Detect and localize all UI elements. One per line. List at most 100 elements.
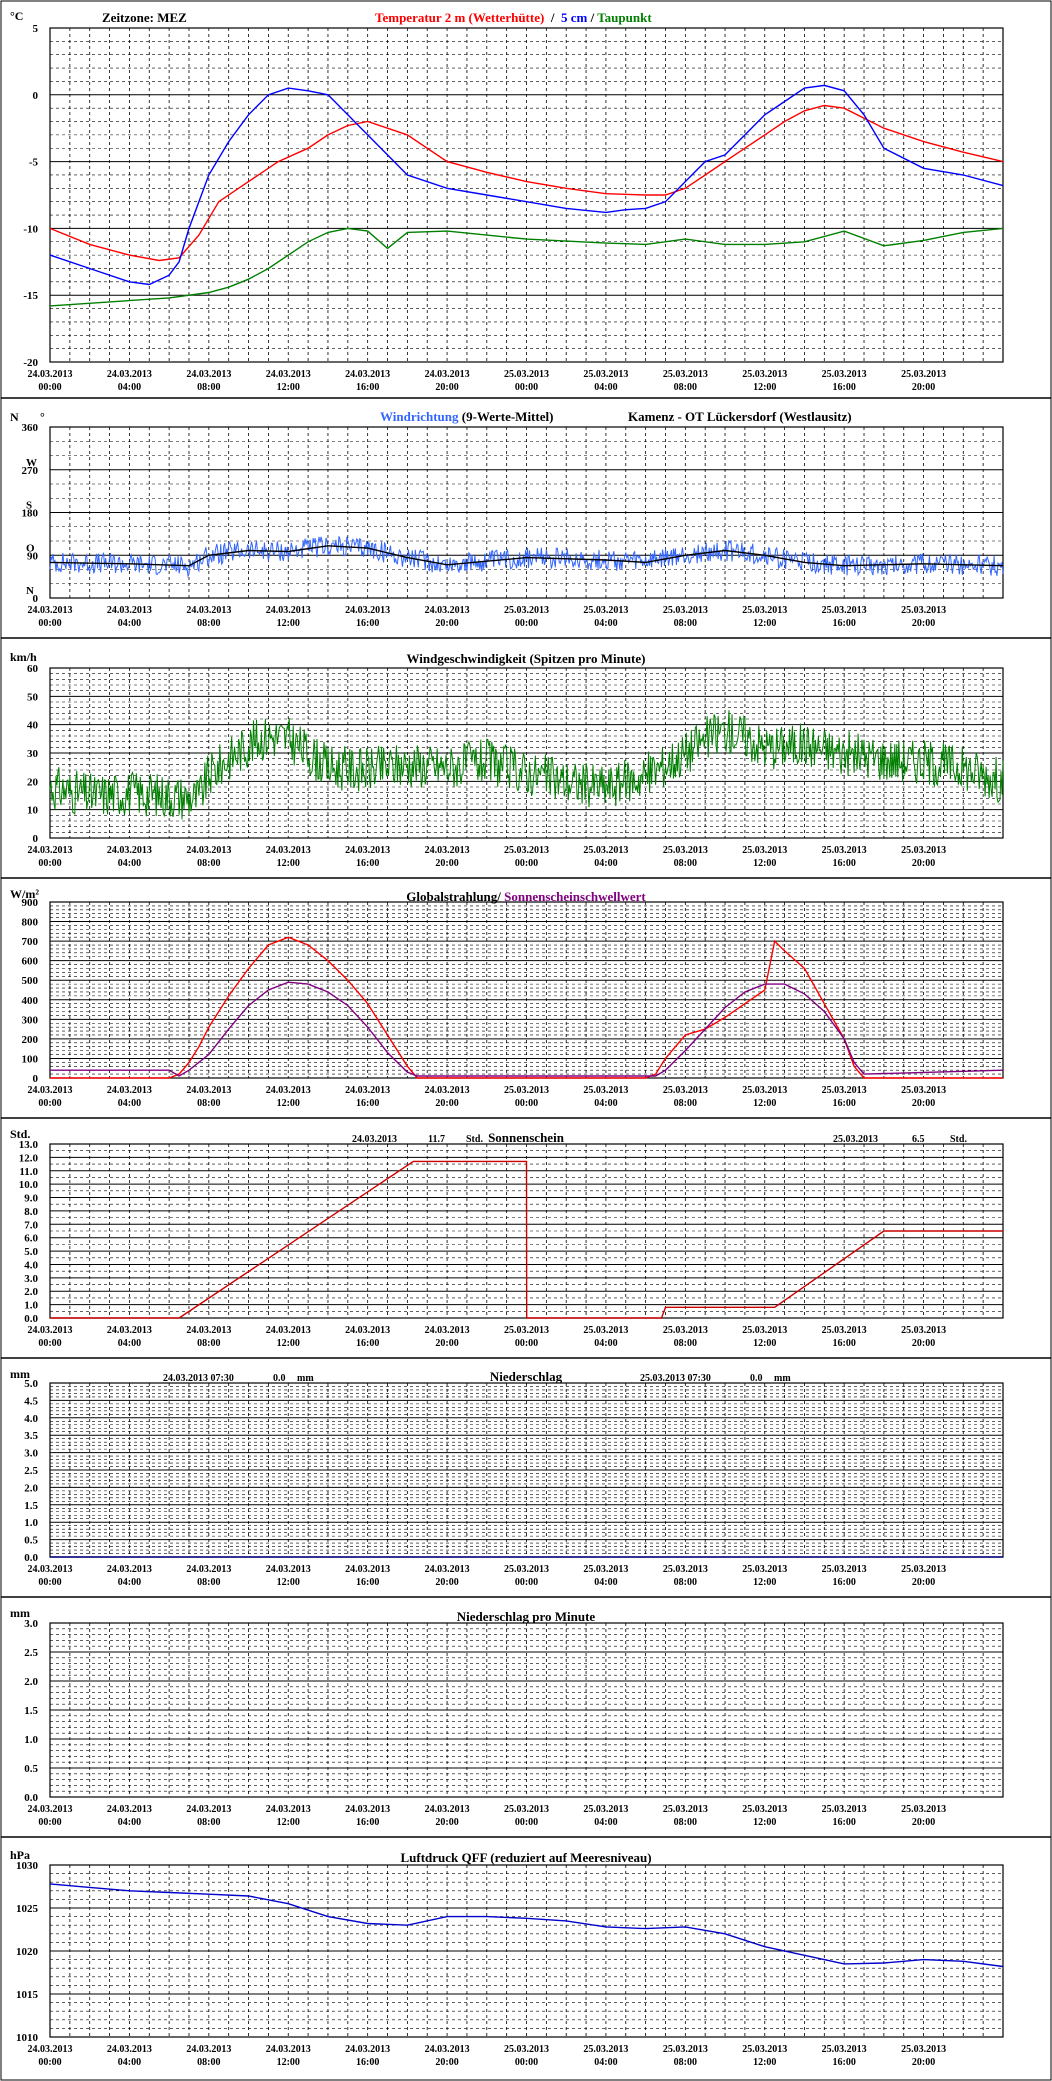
x-tick-date: 24.03.2013 xyxy=(28,1564,73,1575)
chart-title: Luftdruck QFF (reduziert auf Meeresnivea… xyxy=(400,1850,651,1865)
x-tick-labels: 24.03.2013 00:00 24.03.2013 04:00 24.03.2013… xyxy=(28,1085,947,1109)
x-tick-date: 24.03.2013 xyxy=(186,1325,231,1336)
y-tick-label: -5 xyxy=(29,157,39,169)
y-tick-label: 0 xyxy=(33,1073,39,1085)
x-tick-date: 25.03.2013 xyxy=(822,1085,867,1096)
x-tick-time: 16:00 xyxy=(356,618,379,629)
x-tick-time: 20:00 xyxy=(912,1338,935,1349)
x-tick-date: 25.03.2013 xyxy=(901,605,946,616)
x-tick-time: 08:00 xyxy=(674,618,697,629)
plot-border xyxy=(49,27,1004,363)
x-tick-date: 25.03.2013 xyxy=(822,845,867,856)
x-tick-time: 20:00 xyxy=(435,1577,458,1588)
chart-title: Niederschlag xyxy=(490,1369,563,1384)
y-tick-label: 12.0 xyxy=(19,1152,39,1164)
y-tick-label: -20 xyxy=(23,357,38,369)
x-tick-time: 04:00 xyxy=(594,1817,617,1828)
x-tick-date: 24.03.2013 xyxy=(28,2044,73,2055)
x-tick-labels: 24.03.2013 00:00 24.03.2013 04:00 24.03.2013… xyxy=(28,605,947,629)
x-tick-date: 24.03.2013 xyxy=(266,845,311,856)
direction-label: O xyxy=(26,542,35,554)
x-tick-time: 00:00 xyxy=(515,1817,538,1828)
x-tick-date: 25.03.2013 xyxy=(663,369,708,380)
x-tick-date: 24.03.2013 xyxy=(345,1804,390,1815)
x-tick-time: 16:00 xyxy=(832,382,855,393)
x-tick-date: 24.03.2013 xyxy=(266,1804,311,1815)
x-tick-time: 08:00 xyxy=(674,1817,697,1828)
x-tick-date: 25.03.2013 xyxy=(901,1564,946,1575)
x-tick-time: 12:00 xyxy=(753,1098,776,1109)
x-tick-time: 16:00 xyxy=(356,1098,379,1109)
x-tick-time: 08:00 xyxy=(197,1098,220,1109)
chart-title: Windrichtung (9-Werte-Mittel) xyxy=(380,409,553,424)
title-part: Globalstrahlung/ xyxy=(406,889,504,904)
title-part: Windrichtung xyxy=(380,409,459,424)
y-tick-label: 11.0 xyxy=(19,1166,38,1178)
x-tick-date: 24.03.2013 xyxy=(28,1085,73,1096)
x-tick-time: 04:00 xyxy=(118,1338,141,1349)
y-tick-label: 50 xyxy=(27,691,39,703)
y-tick-label: 3.5 xyxy=(24,1430,38,1442)
x-tick-time: 16:00 xyxy=(832,2057,855,2068)
y-tick-labels: 0.0 0.5 1.0 1.5 2.0 2.5 3.0 3.5 4.0 4.5 5.0 xyxy=(24,1378,38,1564)
x-tick-time: 16:00 xyxy=(832,1338,855,1349)
x-tick-time: 00:00 xyxy=(515,382,538,393)
unit-label: hPa xyxy=(10,1848,30,1862)
title-part: / xyxy=(544,10,561,25)
x-tick-date: 25.03.2013 xyxy=(822,2044,867,2055)
y-tick-label: 1.0 xyxy=(24,1734,38,1746)
x-tick-time: 16:00 xyxy=(832,618,855,629)
x-tick-date: 25.03.2013 xyxy=(742,845,787,856)
x-tick-time: 04:00 xyxy=(594,382,617,393)
unit-label: °C xyxy=(10,9,23,23)
x-tick-time: 16:00 xyxy=(356,1817,379,1828)
x-tick-date: 25.03.2013 xyxy=(583,2044,628,2055)
x-tick-date: 24.03.2013 xyxy=(107,2044,152,2055)
x-tick-labels: 24.03.2013 00:00 24.03.2013 04:00 24.03.2013… xyxy=(28,369,947,393)
y-tick-labels: 0 10 20 30 40 50 60 xyxy=(27,663,39,845)
x-tick-date: 24.03.2013 xyxy=(107,1804,152,1815)
x-tick-time: 04:00 xyxy=(118,618,141,629)
x-tick-date: 25.03.2013 xyxy=(822,1325,867,1336)
x-tick-date: 24.03.2013 xyxy=(425,1804,470,1815)
annotation-date: 25.03.2013 07:30 xyxy=(640,1373,711,1384)
y-tick-label: 9.0 xyxy=(24,1193,38,1205)
y-tick-label: -15 xyxy=(23,290,38,302)
series-taupunkt xyxy=(49,227,1004,307)
x-tick-date: 24.03.2013 xyxy=(425,605,470,616)
x-tick-date: 24.03.2013 xyxy=(266,1564,311,1575)
x-tick-time: 20:00 xyxy=(435,2057,458,2068)
x-tick-time: 04:00 xyxy=(118,382,141,393)
y-tick-label: 100 xyxy=(22,1053,39,1065)
x-tick-date: 24.03.2013 xyxy=(107,1564,152,1575)
title-part: Sonnenscheinschwellwert xyxy=(504,889,646,904)
x-tick-time: 12:00 xyxy=(753,1577,776,1588)
title-part: Taupunkt xyxy=(597,10,652,25)
x-tick-date: 24.03.2013 xyxy=(186,605,231,616)
annotation-value: 6.5 xyxy=(912,1134,925,1145)
annotation-value: 0.0 xyxy=(750,1373,763,1384)
y-tick-labels: 0 100 200 300 400 500 600 700 800 900 xyxy=(22,897,39,1085)
x-tick-time: 00:00 xyxy=(515,858,538,869)
chart-sunshine: 0.01.0 2.03.0 4.05.06.0 7.08.09.0 10.011.0 12… xyxy=(1,1127,1051,1359)
y-tick-label: 4.5 xyxy=(24,1395,38,1407)
title-part: / xyxy=(587,10,597,25)
x-tick-time: 16:00 xyxy=(356,382,379,393)
y-tick-label: 0.0 xyxy=(24,1313,38,1325)
y-tick-labels: 0.01.0 2.03.0 4.05.06.0 7.08.09.0 10.011.0 12… xyxy=(19,1139,39,1325)
y-tick-label: 10 xyxy=(27,805,39,817)
x-tick-time: 16:00 xyxy=(356,1338,379,1349)
y-tick-label: 1.0 xyxy=(24,1517,38,1529)
x-tick-time: 04:00 xyxy=(594,858,617,869)
y-tick-label: 180 xyxy=(22,508,39,520)
x-tick-time: 12:00 xyxy=(753,382,776,393)
y-tick-label: 3.0 xyxy=(24,1448,38,1460)
x-tick-time: 00:00 xyxy=(38,1338,61,1349)
y-tick-label: 4.0 xyxy=(24,1413,38,1425)
unit-label: Std. xyxy=(10,1127,30,1141)
x-tick-time: 00:00 xyxy=(38,618,61,629)
y-tick-label: 0.0 xyxy=(24,1792,38,1804)
x-tick-date: 24.03.2013 xyxy=(345,2044,390,2055)
series-windgeschwindigkeit xyxy=(49,710,1004,820)
unit-label: W/m² xyxy=(10,887,39,901)
